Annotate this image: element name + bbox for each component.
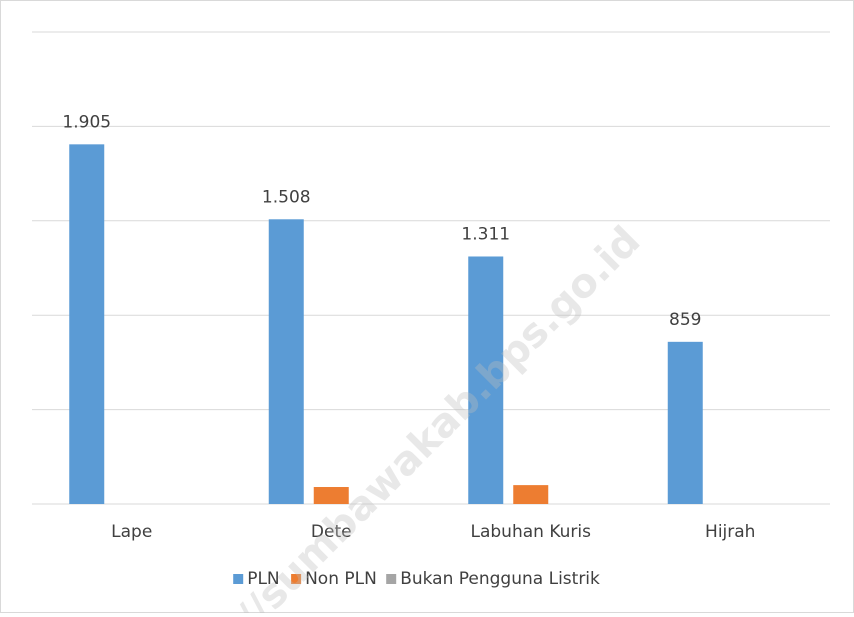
- legend-label: Bukan Pengguna Listrik: [400, 569, 600, 589]
- x-tick-label: Hijrah: [705, 522, 755, 542]
- bar: [468, 256, 504, 504]
- legend-label: Non PLN: [305, 569, 377, 589]
- x-tick-label: Dete: [311, 522, 352, 542]
- bar: [268, 219, 304, 504]
- bar: [667, 341, 703, 504]
- data-label: 1.311: [461, 224, 510, 244]
- x-tick-label: Lape: [111, 522, 152, 542]
- plot: Lape 1.905 Dete 1.508 Labuhan Kuris 1.311 Hijr…: [32, 31, 830, 589]
- data-label: 1.905: [62, 112, 111, 132]
- x-tick-label: Labuhan Kuris: [471, 522, 592, 542]
- bar: [69, 144, 105, 504]
- legend-swatch: [386, 574, 397, 584]
- legend-swatch: [233, 574, 244, 584]
- bar: [513, 485, 549, 504]
- data-label: 1.508: [262, 187, 311, 207]
- bar: [313, 487, 349, 504]
- legend-swatch: [291, 574, 302, 584]
- data-label: 859: [669, 310, 701, 330]
- legend-label: PLN: [247, 569, 279, 589]
